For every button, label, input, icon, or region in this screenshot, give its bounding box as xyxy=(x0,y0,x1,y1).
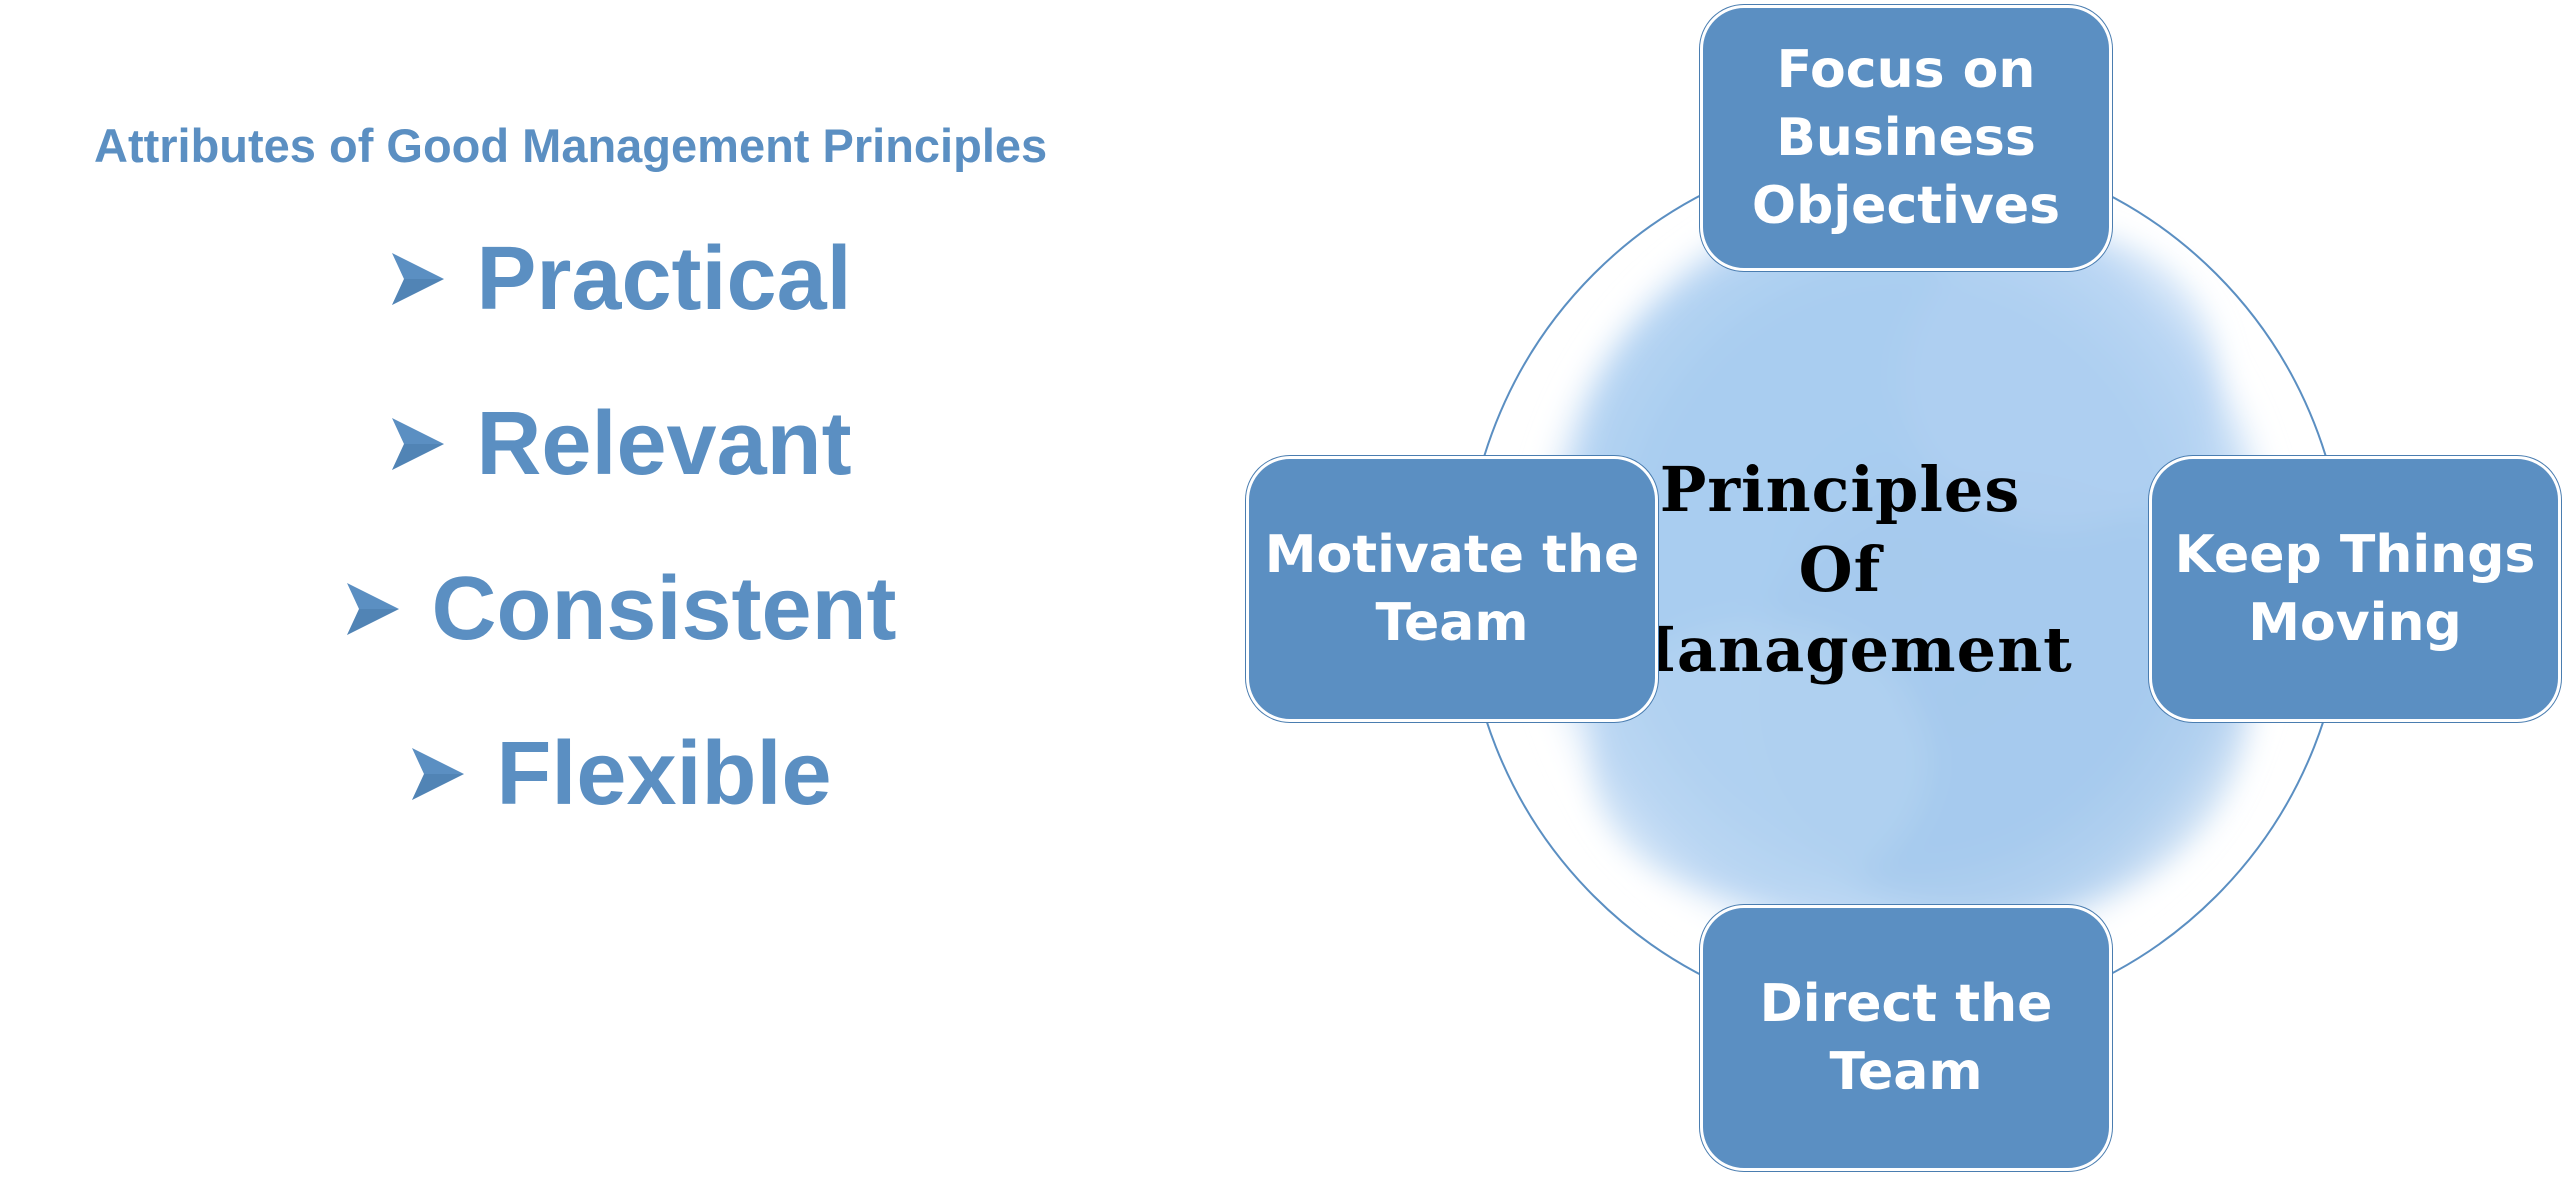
arrowhead-bullet-icon xyxy=(347,583,400,635)
center-title-line: Of xyxy=(1798,533,1882,606)
list-item: Relevant xyxy=(0,384,1240,504)
attribute-label: Consistent xyxy=(431,559,897,659)
arrowhead-bullet-icon xyxy=(412,748,465,800)
attribute-label: Flexible xyxy=(496,724,832,824)
principle-box-left: Motivate the Team xyxy=(1246,456,1658,722)
principles-diagram: Principles Of Management Focus on Busine… xyxy=(1240,0,2569,1178)
arrowhead-bullet-icon xyxy=(392,253,445,305)
principle-box-top: Focus on Business Objectives xyxy=(1700,5,2112,271)
principle-box-right: Keep Things Moving xyxy=(2149,456,2561,722)
center-title-line: Management xyxy=(1607,613,2073,686)
diagram-background xyxy=(1464,144,2346,1026)
attributes-list: Practical Relevant Consistent Flexible xyxy=(0,0,1240,1178)
list-item: Flexible xyxy=(0,714,1240,834)
principle-box-bottom: Direct the Team xyxy=(1700,905,2112,1171)
page-title: Attributes of Good Management Principles xyxy=(94,119,1048,172)
diagram-center-title: Principles Of Management xyxy=(1607,445,2072,695)
center-title-line: Principles xyxy=(1659,453,2021,526)
arrowhead-bullet-icon xyxy=(392,418,445,470)
list-item: Consistent xyxy=(0,549,1240,669)
attribute-label: Relevant xyxy=(476,394,852,494)
list-item: Practical xyxy=(0,219,1240,339)
cloud-fill xyxy=(1531,185,2281,985)
attribute-label: Practical xyxy=(476,229,852,329)
